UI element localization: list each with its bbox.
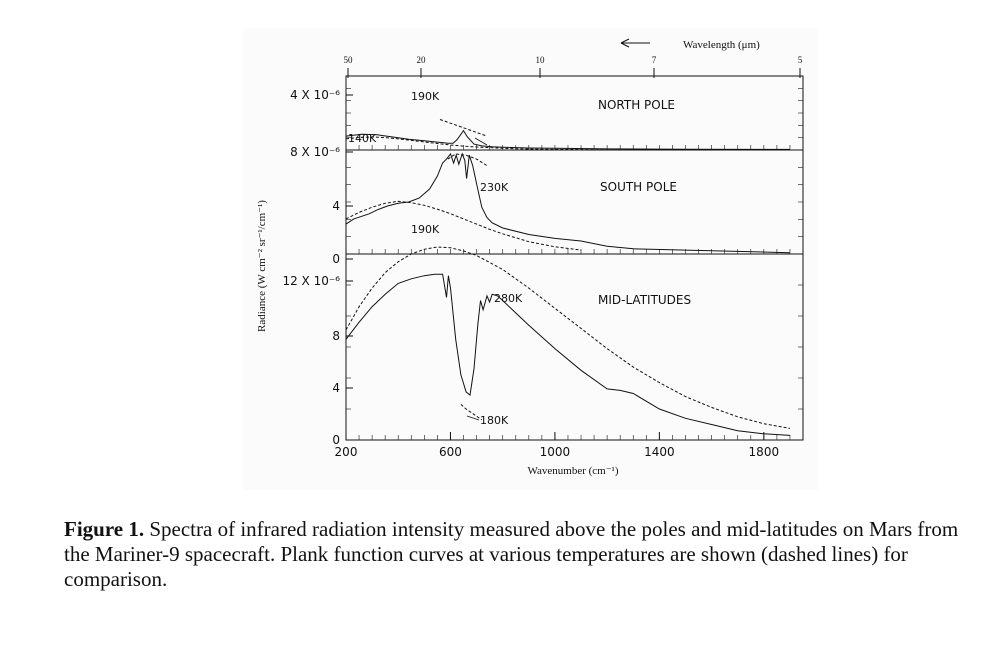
x-axis-label: Wavenumber (cm⁻¹) bbox=[528, 465, 619, 477]
y-axis-tick-label: 0 bbox=[332, 252, 340, 266]
y-axis-tick-label: 8 X 10⁻⁶ bbox=[290, 145, 340, 159]
spectra-chart: 50 20 10 7 5 Wavelength (μm) 200 600 1000 1400 180… bbox=[256, 38, 804, 477]
figure-image: 50 20 10 7 5 Wavelength (μm) 200 600 1000 1400 180… bbox=[243, 28, 818, 490]
temperature-annotation: 190K bbox=[411, 90, 440, 103]
y-axis-tick-label: 4 bbox=[332, 381, 340, 395]
x-axis-tick-label: 1800 bbox=[749, 445, 780, 459]
y-axis-label: Radiance (W cm⁻² sr⁻¹/cm⁻¹) bbox=[256, 200, 268, 332]
top-axis-tick-label: 10 bbox=[536, 55, 546, 65]
x-axis-tick-label: 200 bbox=[335, 445, 358, 459]
caption-text: Spectra of infrared radiation intensity … bbox=[64, 517, 959, 591]
top-axis-tick-label: 20 bbox=[417, 55, 427, 65]
temperature-annotation: 230K bbox=[480, 181, 509, 194]
annotation-leader bbox=[474, 137, 488, 146]
wavelength-arrow-head bbox=[620, 38, 630, 48]
top-axis-tick-label: 5 bbox=[798, 55, 803, 65]
y-axis-tick-label: 8 bbox=[332, 329, 340, 343]
top-axis-label: Wavelength (μm) bbox=[683, 39, 760, 51]
temperature-annotation: 190K bbox=[411, 223, 440, 236]
caption-label: Figure 1. bbox=[64, 517, 145, 541]
y-axis-tick-label: 12 X 10⁻⁶ bbox=[282, 274, 340, 288]
planck-curve-140k bbox=[345, 136, 608, 151]
temperature-annotation: 280K bbox=[494, 292, 523, 305]
planck-curve-230k bbox=[447, 153, 488, 167]
top-axis-tick-label: 50 bbox=[344, 55, 354, 65]
planck-curve-190k bbox=[345, 200, 582, 251]
temperature-annotation: 180K bbox=[480, 414, 509, 427]
panel-title: MID-LATITUDES bbox=[598, 293, 691, 307]
temperature-annotation: 140K bbox=[348, 132, 377, 145]
annotation-leader bbox=[466, 415, 480, 421]
planck-curve-190k bbox=[439, 119, 488, 137]
measured-spectrum-measured bbox=[345, 273, 790, 436]
y-axis-tick-label: 0 bbox=[332, 433, 340, 447]
planck-curve-180k bbox=[460, 404, 483, 421]
top-axis-tick-label: 7 bbox=[652, 55, 657, 65]
measured-spectrum-measured bbox=[345, 129, 790, 150]
measured-spectrum-measured bbox=[345, 152, 790, 254]
x-axis-tick-label: 1000 bbox=[540, 445, 571, 459]
x-axis-tick-label: 600 bbox=[439, 445, 462, 459]
panel-title: NORTH POLE bbox=[598, 98, 675, 112]
figure-caption: Figure 1. Spectra of infrared radiation … bbox=[64, 517, 984, 592]
y-axis-tick-label: 4 bbox=[332, 199, 340, 213]
planck-curve-280k bbox=[345, 246, 790, 429]
x-axis-tick-label: 1400 bbox=[644, 445, 675, 459]
plot-frame bbox=[345, 75, 804, 441]
panel-title: SOUTH POLE bbox=[600, 180, 677, 194]
y-axis-tick-label: 4 X 10⁻⁶ bbox=[290, 88, 340, 102]
